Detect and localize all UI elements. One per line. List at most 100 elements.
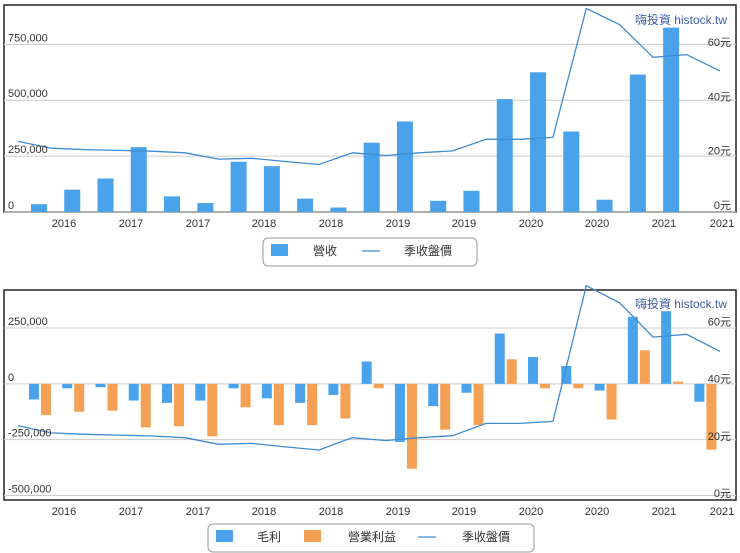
operating-income-bar: [140, 383, 151, 428]
revenue-bars: [30, 27, 680, 212]
revenue-bar: [396, 121, 413, 212]
revenue-bar: [496, 99, 513, 212]
y-right-tick-label: 40元: [708, 374, 731, 386]
x-tick-label: 2018: [252, 218, 276, 230]
gross-profit-bar: [461, 383, 472, 393]
gross-profit-bar: [328, 383, 339, 395]
revenue-bar: [430, 200, 447, 212]
revenue-price-chart: 0 250,000 500,000 750,000 0元 20元 40元 60元 2016 2…: [0, 0, 740, 272]
x-tick-label: 2019: [386, 218, 410, 230]
x-tick-label: 2021: [652, 506, 676, 518]
gross-profit-bar: [62, 383, 73, 389]
revenue-bar: [130, 147, 147, 212]
x-tick-label: 2019: [386, 506, 410, 518]
legend-label-price[interactable]: 季收盤價: [404, 244, 452, 258]
x-tick-label: 2016: [52, 506, 76, 518]
revenue-bar: [330, 207, 347, 212]
gross-profit-bar: [661, 311, 672, 384]
gross-profit-bar: [428, 383, 439, 407]
revenue-bar: [663, 27, 680, 212]
legend[interactable]: 毛利 營業利益 季收盤價: [207, 523, 535, 553]
operating-income-bar: [639, 350, 650, 384]
gross-profit-bar: [594, 383, 605, 391]
legend-box: [262, 237, 478, 267]
operating-income-bar: [473, 383, 484, 426]
x-tick-label: 2021: [652, 218, 676, 230]
legend-box: [207, 523, 535, 553]
operating-income-bar: [74, 383, 85, 412]
gross-profit-bar: [162, 383, 173, 403]
revenue-bar: [64, 189, 81, 212]
gross-profit-bar: [228, 383, 239, 389]
x-tick-label: 2017: [186, 218, 210, 230]
x-tick-label: 2018: [252, 506, 276, 518]
gross-profit-bar: [361, 361, 372, 384]
operating-income-bar: [573, 383, 584, 389]
y-left-tick-label: 0: [8, 372, 14, 384]
revenue-bar: [563, 131, 580, 212]
legend-label-gross-profit[interactable]: 毛利: [257, 530, 281, 544]
x-tick-label: 2018: [319, 218, 343, 230]
gridlines: [4, 327, 736, 497]
legend[interactable]: 營收 季收盤價: [262, 237, 478, 267]
x-tick-label: 2018: [319, 506, 343, 518]
operating-income-bar: [340, 383, 351, 419]
gross-profit-bar: [561, 365, 572, 384]
gross-profit-bar: [261, 383, 272, 399]
x-axis-labels: 2016 2017 2017 2018 2018 2019 2019 2020 2020 2021…: [52, 218, 734, 230]
operating-income-bar: [373, 383, 384, 389]
y-right-tick-label: 0元: [714, 200, 731, 212]
operating-income-bar: [506, 359, 517, 384]
x-axis-labels: 2016 2017 2017 2018 2018 2019 2019 2020 2020 2021…: [52, 506, 734, 518]
gross-profit-bar: [95, 383, 106, 388]
watermark: 嗨投資 histock.tw: [635, 12, 727, 27]
revenue-bar: [530, 72, 547, 212]
y-right-tick-label: 20元: [708, 146, 731, 158]
profit-chart-svg: -500,000 -250,000 0 250,000 0元 20元 40元 60元 201…: [3, 284, 737, 553]
y-left-tick-label: -250,000: [8, 428, 51, 440]
revenue-bar: [596, 199, 613, 212]
gross-profit-bar: [28, 383, 39, 400]
operating-income-bar: [540, 383, 551, 389]
operating-income-bar: [406, 383, 417, 469]
x-tick-label: 2020: [519, 218, 543, 230]
left-axis-labels: -500,000 -250,000 0 250,000: [8, 316, 51, 496]
x-tick-label: 2020: [519, 506, 543, 518]
x-tick-label: 2017: [119, 218, 143, 230]
operating-income-bar: [107, 383, 118, 411]
x-tick-label: 2017: [186, 506, 210, 518]
gross-profit-bar: [128, 383, 139, 401]
x-tick-label: 2019: [452, 506, 476, 518]
legend-label-operating-income[interactable]: 營業利益: [348, 530, 396, 544]
y-left-tick-label: 500,000: [8, 88, 48, 100]
legend-swatch-operating-income[interactable]: [304, 530, 321, 542]
operating-income-bar: [240, 383, 251, 408]
revenue-bar: [463, 190, 480, 212]
revenue-bar: [297, 198, 314, 212]
revenue-bar: [230, 161, 247, 212]
profit-price-chart: -500,000 -250,000 0 250,000 0元 20元 40元 60元 201…: [0, 284, 740, 553]
operating-income-bar: [673, 381, 684, 384]
operating-income-bar: [606, 383, 617, 420]
y-left-tick-label: 250,000: [8, 316, 48, 328]
right-axis-labels: 0元 20元 40元 60元: [708, 37, 731, 212]
revenue-bar: [263, 166, 280, 212]
legend-label-price[interactable]: 季收盤價: [462, 530, 510, 544]
legend-label-revenue[interactable]: 營收: [313, 244, 337, 258]
watermark: 嗨投資 histock.tw: [635, 296, 727, 311]
gross-profit-bar: [627, 316, 638, 384]
x-tick-label: 2021: [710, 506, 734, 518]
left-axis-labels: 0 250,000 500,000 750,000: [8, 32, 48, 212]
gross-profit-bar: [295, 383, 306, 403]
x-tick-label: 2019: [452, 218, 476, 230]
revenue-bar: [30, 204, 47, 212]
revenue-bar: [197, 203, 214, 212]
y-left-tick-label: 0: [8, 200, 14, 212]
legend-swatch-gross-profit[interactable]: [216, 530, 233, 542]
operating-income-bar: [440, 383, 451, 430]
legend-swatch-revenue[interactable]: [271, 244, 288, 256]
y-right-tick-label: 0元: [714, 488, 731, 500]
right-axis-labels: 0元 20元 40元 60元: [708, 317, 731, 500]
gross-profit-bar: [394, 383, 405, 442]
